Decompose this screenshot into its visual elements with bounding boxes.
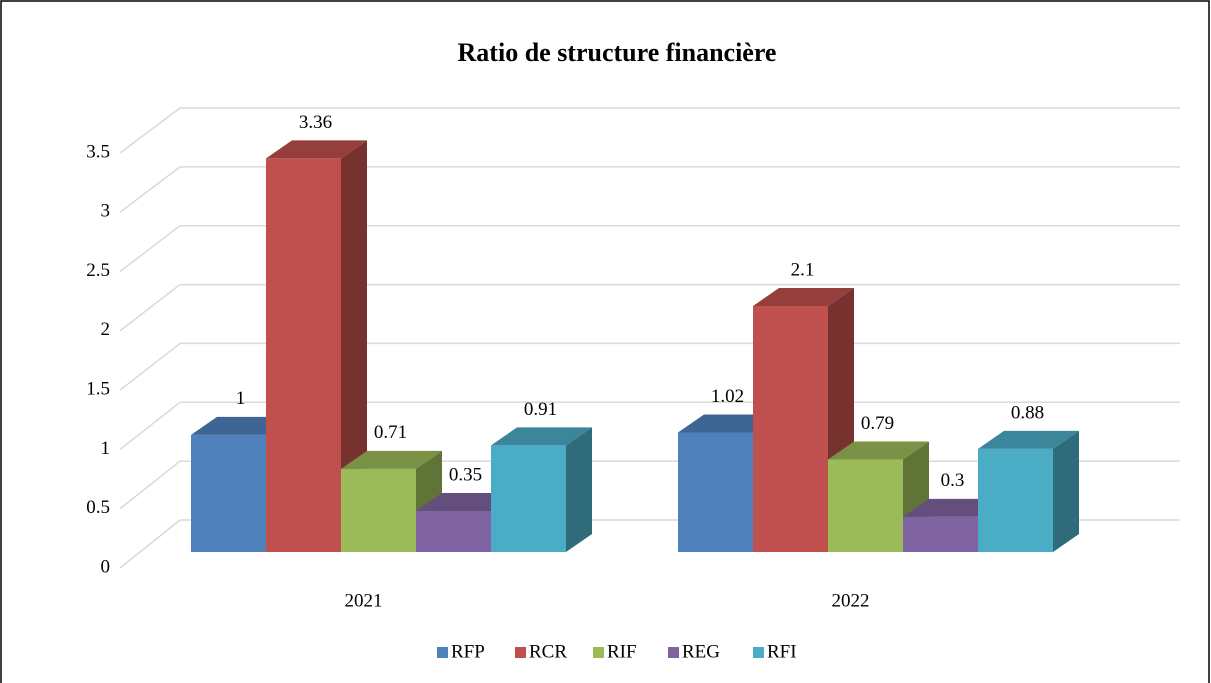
- y-tick-label: 1: [101, 438, 111, 459]
- bar-side: [1053, 430, 1079, 552]
- y-tick-label: 2: [101, 319, 111, 340]
- bar-side: [341, 140, 367, 552]
- bar: [341, 468, 416, 552]
- y-tick-label: 2.5: [86, 260, 110, 281]
- bar-top: [978, 430, 1079, 449]
- data-label: 0.88: [1011, 402, 1044, 423]
- chart-title: Ratio de structure financière: [458, 38, 777, 67]
- x-tick-label: 2022: [832, 590, 870, 611]
- grid-line: [119, 401, 181, 451]
- bar: [416, 511, 491, 552]
- bar-top: [828, 441, 929, 460]
- bar: [191, 434, 266, 552]
- legend-label: RIF: [607, 641, 637, 662]
- bar: [266, 158, 341, 552]
- legend-swatch: [515, 647, 526, 658]
- data-label: 0.71: [374, 422, 407, 443]
- grid-line: [119, 107, 181, 154]
- bar-top: [341, 450, 442, 469]
- data-label: 1.02: [711, 386, 744, 407]
- legend-swatch: [753, 647, 764, 658]
- grid-line: [119, 460, 181, 510]
- y-tick-label: 3.5: [86, 141, 110, 162]
- bar-top: [266, 140, 367, 159]
- legend-swatch: [668, 647, 679, 658]
- data-label: 1: [236, 388, 246, 409]
- legend-label: RFI: [767, 641, 797, 662]
- legend-swatch: [593, 647, 604, 658]
- grid-line: [119, 225, 181, 273]
- y-tick-label: 3: [101, 201, 111, 222]
- data-label: 0.91: [524, 399, 557, 420]
- data-label: 3.36: [299, 112, 332, 133]
- data-label: 0.79: [861, 413, 894, 434]
- data-label: 2.1: [791, 259, 815, 280]
- bar: [491, 445, 566, 552]
- bar: [978, 448, 1053, 552]
- grid-line: [119, 519, 181, 569]
- legend-label: REG: [682, 641, 720, 662]
- bar: [678, 432, 753, 552]
- y-tick-label: 0.5: [86, 497, 110, 518]
- bar-side: [566, 427, 592, 552]
- legend-label: RFP: [451, 641, 485, 662]
- legend-swatch: [437, 647, 448, 658]
- bar: [903, 516, 978, 552]
- grid-line: [119, 283, 181, 332]
- bar-top: [753, 288, 854, 306]
- bar-top: [491, 427, 592, 446]
- grid-line: [119, 342, 181, 391]
- y-tick-label: 0: [101, 556, 111, 577]
- grid-line: [119, 166, 181, 213]
- legend-label: RCR: [529, 641, 567, 662]
- data-label: 0.35: [449, 464, 482, 485]
- bar: [828, 459, 903, 552]
- x-tick-label: 2021: [345, 590, 383, 611]
- bar: [753, 306, 828, 552]
- data-label: 0.3: [941, 470, 965, 491]
- y-tick-label: 1.5: [86, 379, 110, 400]
